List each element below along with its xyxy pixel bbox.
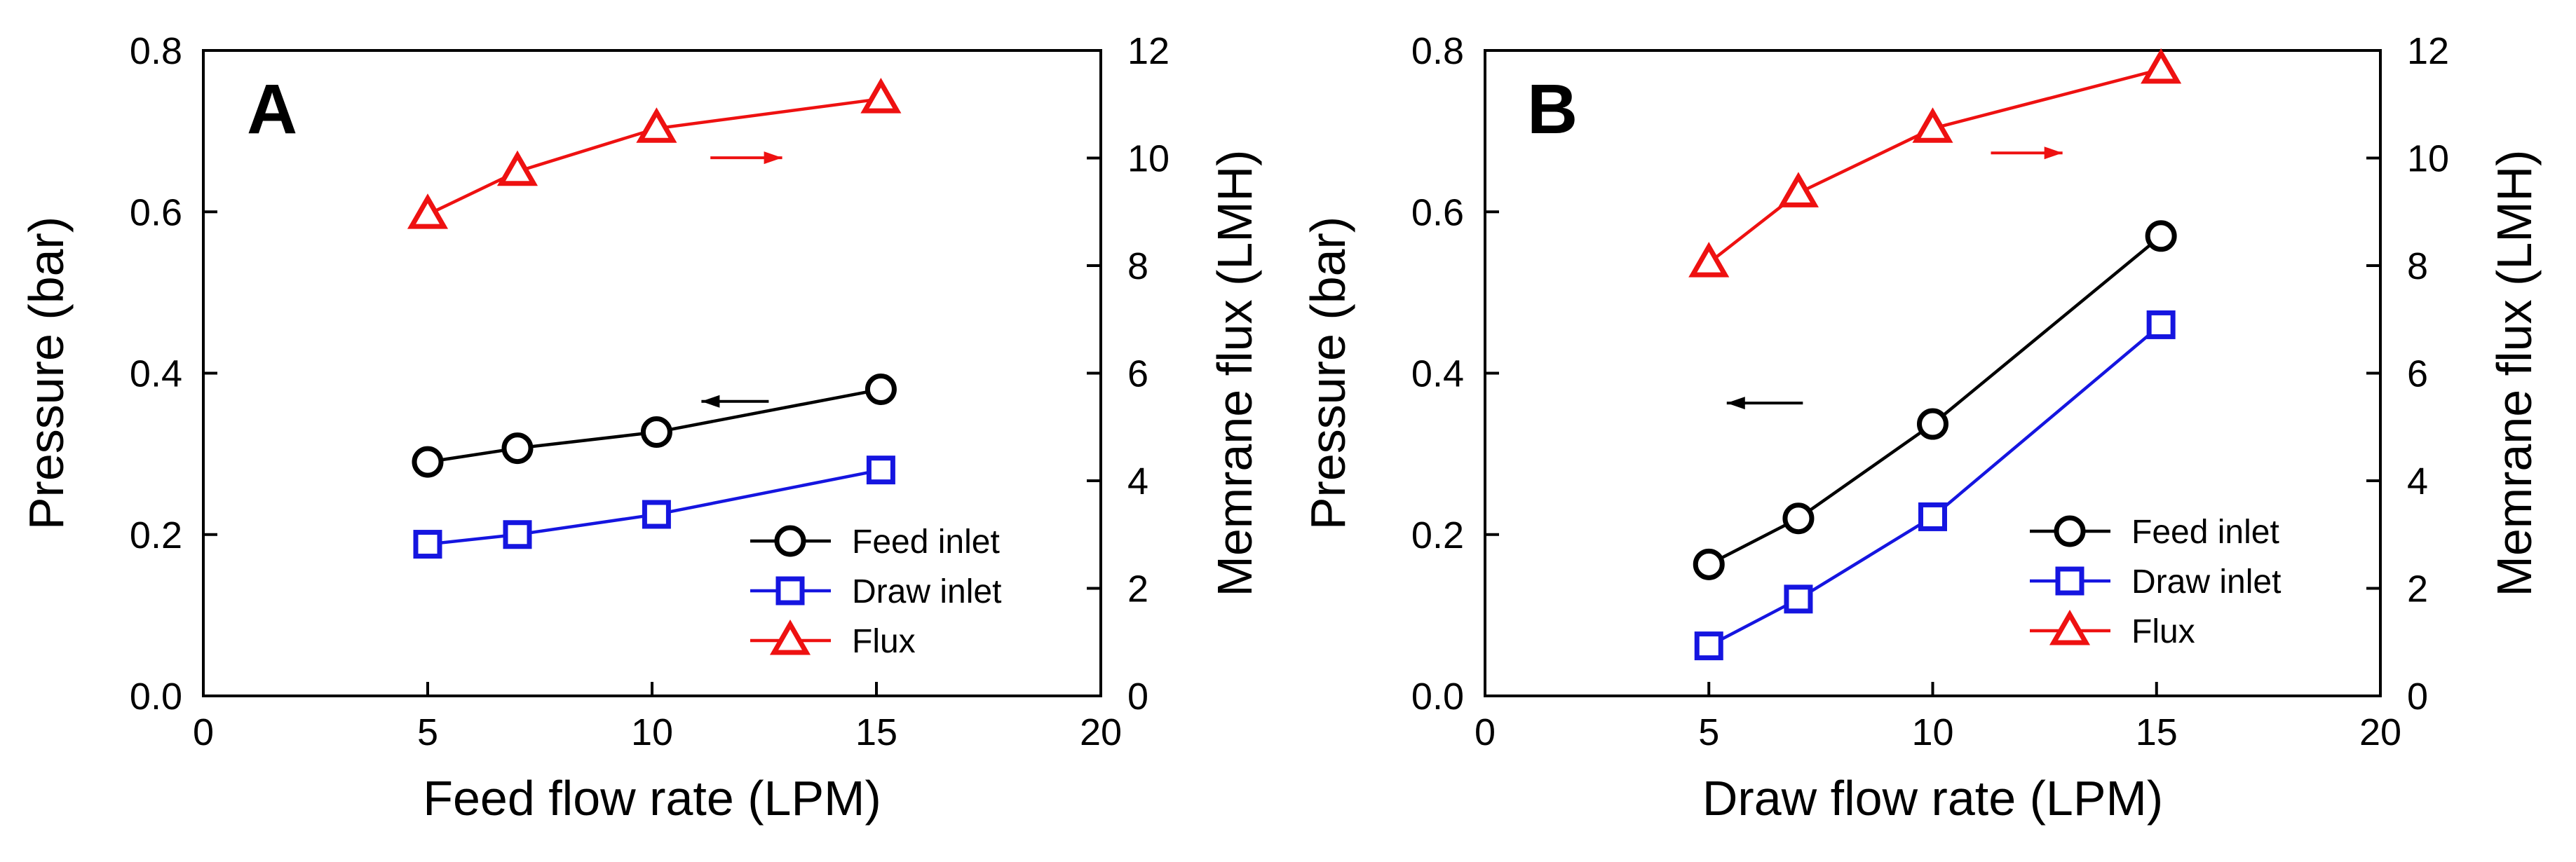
panel-b-legend-marker-feed-inlet [2054, 515, 2086, 547]
panel-b-y-tick-label: 0.4 [1411, 353, 1464, 395]
panel-b-point-flux [1688, 242, 1730, 278]
panel-b-point-feed-inlet [1693, 548, 1725, 580]
panel-b-x-tick-label: 5 [1698, 711, 1719, 753]
panel-b-legend-label-feed-inlet: Feed inlet [2131, 514, 2279, 551]
panel-a-legend-label-draw-inlet: Draw inlet [852, 573, 1001, 610]
panel-b-arrow-head-left [1726, 397, 1745, 410]
panel-b-y-tick-label: 0.2 [1411, 514, 1464, 556]
panel-b-letter: B [1527, 70, 1578, 149]
panel-b-point-flux [1777, 172, 1819, 207]
panel-b-y2-axis-label: Memrane flux (LMH) [2487, 150, 2542, 597]
panel-a-chart: 0 5 10 15 20 0.0 0.2 0.4 0.6 0.8 0 2 4 6 8 10 12 Feed flo… [19, 30, 1262, 826]
panel-b-legend-label-flux: Flux [2131, 613, 2195, 650]
panel-a-point-flux [860, 78, 902, 114]
panel-b-series-line-feed-inlet [1708, 235, 2162, 566]
panel-b-point-draw-inlet [1918, 502, 1947, 531]
panel-b-x-tick-label: 10 [1911, 711, 1953, 753]
panel-a-y-tick-label: 0.2 [130, 514, 182, 556]
panel-b-point-draw-inlet [2146, 310, 2176, 339]
panel-a-series-line-flux [427, 97, 881, 217]
panel-a-x-tick-label: 20 [1080, 711, 1122, 753]
panel-b-point-feed-inlet [2145, 220, 2177, 252]
panel-b-y-tick-label: 0.0 [1411, 676, 1464, 718]
panel-a-legend-marker-feed-inlet [774, 525, 806, 557]
panel-a-y2-tick-label: 12 [1127, 30, 1170, 72]
panel-b-point-feed-inlet [1782, 502, 1815, 535]
panel-a-arrow-head-left [701, 395, 720, 408]
panel-a-y2-tick-label: 4 [1127, 460, 1148, 502]
panel-b-y2-tick-label: 0 [2407, 676, 2428, 718]
panel-b-legend-marker-draw-inlet [2055, 566, 2084, 596]
panel-b-chart: 0 5 10 15 20 0.0 0.2 0.4 0.6 0.8 0 2 4 6 8 10 12 Draw flo… [1301, 30, 2542, 826]
panel-b-point-flux [2141, 48, 2182, 84]
panel-b-series-line-draw-inlet [1708, 323, 2162, 648]
panel-a-point-draw-inlet [866, 456, 895, 485]
panel-a-arrow-head-right [764, 151, 782, 165]
panel-b-y2-tick-label: 6 [2407, 353, 2428, 395]
panel-b-arrow-head-right [2044, 146, 2063, 160]
panel-a-y-tick-label: 0.0 [130, 676, 182, 718]
panel-a-x-tick-label: 10 [631, 711, 673, 753]
panel-b-y2-tick-label: 4 [2407, 460, 2428, 502]
panel-b-series-line-flux [1707, 67, 2162, 264]
panel-a-point-draw-inlet [503, 520, 532, 549]
panel-b-legend-label-draw-inlet: Draw inlet [2131, 563, 2281, 601]
panel-a-x-tick-label: 15 [855, 711, 897, 753]
panel-b-y2-tick-label: 10 [2407, 138, 2449, 180]
panel-a-x-axis-label: Feed flow rate (LPM) [423, 771, 881, 826]
panel-a-point-feed-inlet [640, 416, 672, 449]
panel-b-x-tick-label: 20 [2359, 711, 2401, 753]
panel-a-point-draw-inlet [413, 530, 442, 559]
panel-a-y2-tick-label: 0 [1127, 676, 1148, 718]
panel-a-legend-marker-flux [769, 619, 811, 655]
panel-a-legend-label-feed-inlet: Feed inlet [852, 524, 1000, 561]
panel-b-x-axis-label: Draw flow rate (LPM) [1702, 771, 2163, 826]
panel-a-legend-marker-draw-inlet [775, 576, 805, 606]
panel-b-y-tick-label: 0.8 [1411, 30, 1464, 72]
panel-a-y-tick-label: 0.8 [130, 30, 182, 72]
panel-b-point-flux [1912, 107, 1953, 143]
panel-b-x-tick-label: 0 [1475, 711, 1496, 753]
panel-b-y-axis-label: Pressure (bar) [1301, 217, 1355, 530]
panel-a-letter: A [247, 70, 297, 149]
panel-a-legend-label-flux: Flux [852, 623, 916, 660]
panel-b-y2-tick-label: 12 [2407, 30, 2449, 72]
panel-a-y2-tick-label: 2 [1127, 568, 1148, 610]
panel-a-y2-axis-label: Memrane flux (LMH) [1207, 150, 1262, 597]
panel-a-y2-tick-label: 10 [1127, 138, 1170, 180]
panel-a-point-feed-inlet [501, 432, 534, 465]
panel-a-y2-tick-label: 8 [1127, 245, 1148, 287]
panel-a-y2-tick-label: 6 [1127, 353, 1148, 395]
panel-b-x-tick-label: 15 [2136, 711, 2178, 753]
panel-a-series-line-feed-inlet [427, 388, 881, 464]
panel-a-y-axis-label: Pressure (bar) [19, 217, 74, 530]
panel-b-y2-tick-label: 8 [2407, 245, 2428, 287]
panel-a-x-tick-label: 5 [417, 711, 438, 753]
panel-a-point-feed-inlet [412, 446, 444, 478]
panel-b-y-tick-label: 0.6 [1411, 191, 1464, 233]
panel-a-point-feed-inlet [865, 374, 897, 406]
panel-a-point-flux [407, 193, 449, 229]
panel-a-y-tick-label: 0.6 [130, 191, 182, 233]
panel-b-y2-tick-label: 2 [2407, 568, 2428, 610]
panel-a-point-flux [636, 107, 677, 143]
panel-a-y-tick-label: 0.4 [130, 353, 182, 395]
panel-b-point-draw-inlet [1694, 631, 1723, 661]
panel-b-legend-marker-flux [2049, 609, 2091, 645]
panel-a-series-line-draw-inlet [427, 468, 881, 546]
panel-a-point-draw-inlet [642, 500, 671, 529]
panel-b-point-draw-inlet [1784, 584, 1813, 614]
panel-a-point-flux [496, 150, 538, 186]
panel-b-point-feed-inlet [1917, 408, 1948, 440]
panel-a-x-tick-label: 0 [193, 711, 214, 753]
